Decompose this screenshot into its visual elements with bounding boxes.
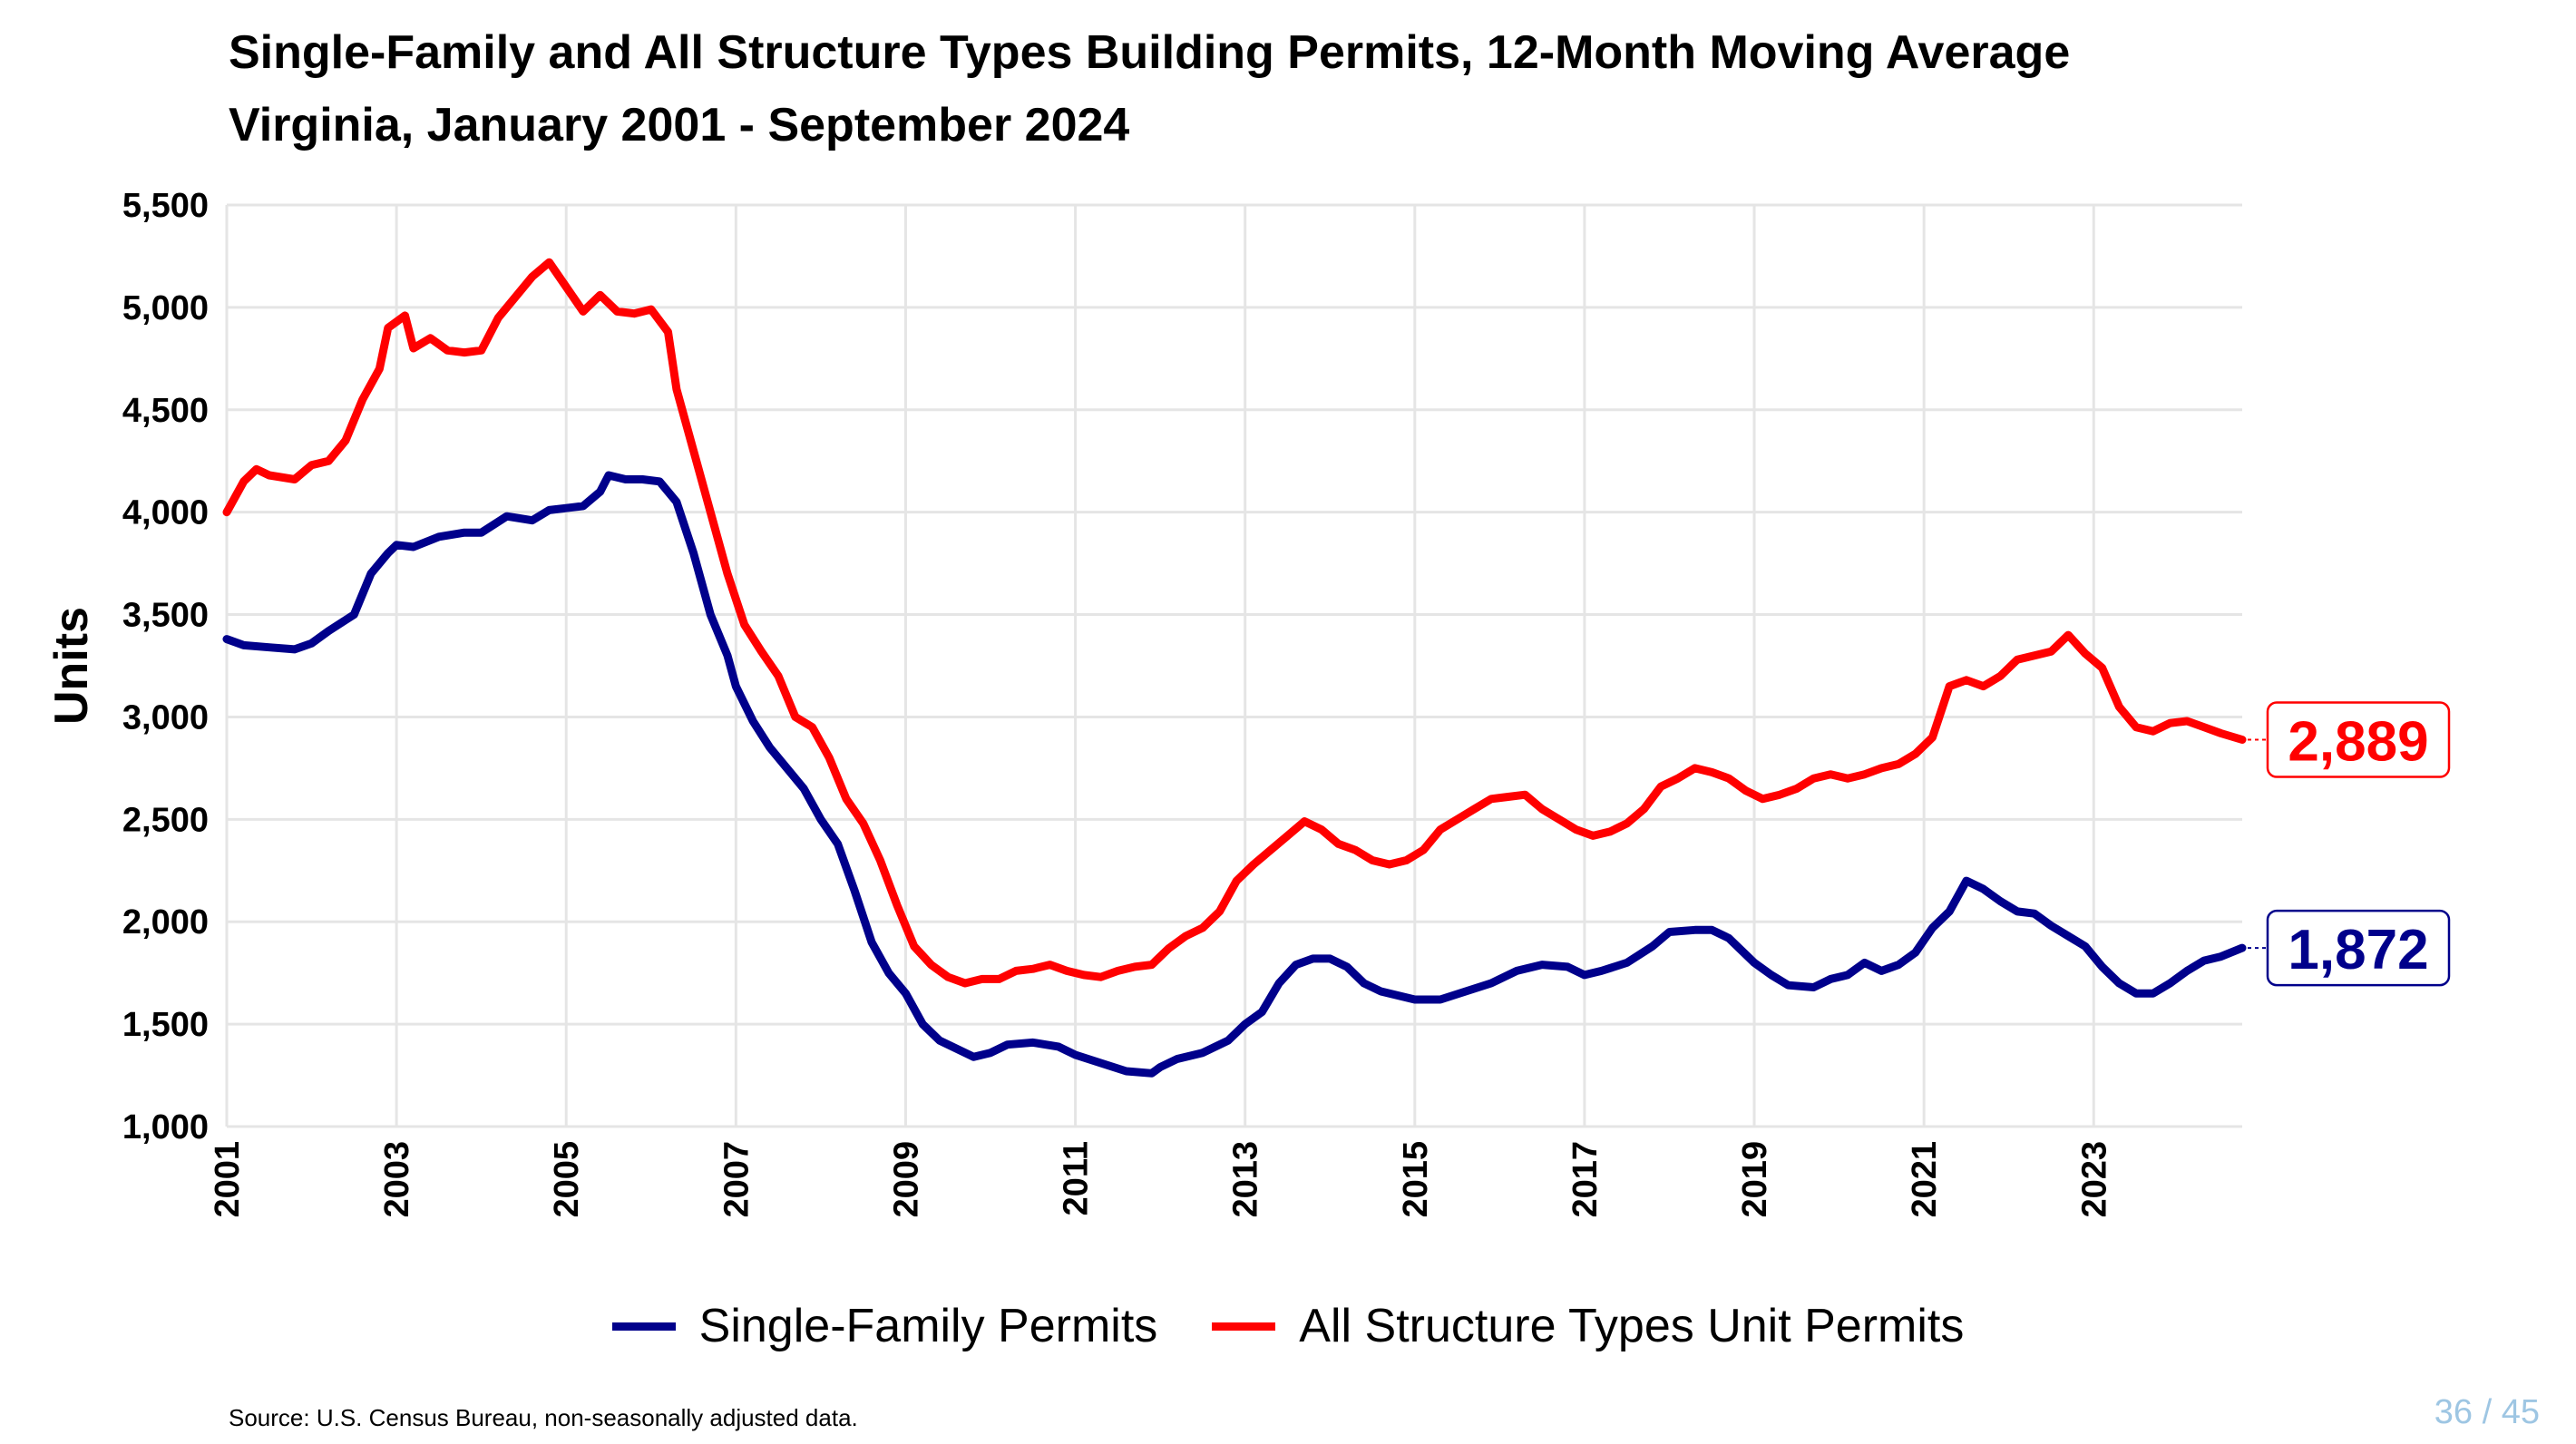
y-tick-label: 5,000 xyxy=(122,289,209,327)
legend-swatch-all-types xyxy=(1212,1322,1276,1331)
y-axis-ticks: 1,000 1,500 2,000 2,500 3,000 3,500 4,000 4,500… xyxy=(122,187,209,1146)
source-note: Source: U.S. Census Bureau, non-seasonal… xyxy=(229,1404,858,1431)
grid-lines xyxy=(225,203,2242,1128)
legend: Single-Family Permits All Structure Type… xyxy=(0,1299,2576,1353)
series-line-single-family xyxy=(222,471,2247,1078)
x-tick-label: 2005 xyxy=(548,1141,586,1218)
legend-label-all-types: All Structure Types Unit Permits xyxy=(1299,1300,1965,1352)
x-tick-label: 2017 xyxy=(1566,1141,1605,1218)
series-line-all-types xyxy=(222,258,2247,988)
x-tick-label: 2003 xyxy=(378,1141,416,1218)
end-labels: 1,872 2,889 xyxy=(2248,701,2451,987)
page-current: 36 xyxy=(2434,1393,2474,1431)
y-tick-label: 3,000 xyxy=(122,698,209,737)
legend-item-single-family: Single-Family Permits xyxy=(611,1299,1158,1353)
y-tick-label: 2,000 xyxy=(122,903,209,942)
y-tick-label: 4,500 xyxy=(122,392,209,430)
x-tick-label: 2011 xyxy=(1058,1141,1096,1215)
legend-item-all-types: All Structure Types Unit Permits xyxy=(1212,1299,1964,1353)
x-tick-label: 2021 xyxy=(1906,1141,1944,1218)
y-tick-label: 4,000 xyxy=(122,494,209,532)
y-tick-label: 2,500 xyxy=(122,801,209,839)
legend-swatch-single-family xyxy=(611,1322,676,1331)
end-label-box xyxy=(2266,701,2451,778)
y-tick-label: 1,000 xyxy=(122,1108,209,1146)
chart-subtitle: Virginia, January 2001 - September 2024 xyxy=(229,99,1130,151)
end-label-box xyxy=(2266,909,2451,987)
x-tick-label: 2009 xyxy=(887,1141,925,1218)
chart-title: Single-Family and All Structure Types Bu… xyxy=(229,26,2071,79)
x-tick-label: 2007 xyxy=(717,1141,756,1218)
x-tick-label: 2019 xyxy=(1736,1141,1774,1218)
page-separator: / xyxy=(2482,1393,2493,1431)
end-label-value: 2,889 xyxy=(2288,711,2428,774)
x-axis-ticks: 2001 2003 2005 2007 2009 2011 2013 2015 2017 2019… xyxy=(209,1141,2113,1218)
y-tick-label: 5,500 xyxy=(122,187,209,225)
x-tick-label: 2001 xyxy=(209,1141,247,1218)
legend-label-single-family: Single-Family Permits xyxy=(698,1300,1158,1352)
y-axis-label: Units xyxy=(45,607,98,725)
series-lines xyxy=(222,258,2247,1078)
y-tick-label: 3,500 xyxy=(122,597,209,635)
end-label-value: 1,872 xyxy=(2288,919,2428,981)
page-number: 36 / 45 xyxy=(2435,1393,2540,1432)
x-tick-label: 2023 xyxy=(2075,1141,2113,1218)
x-tick-label: 2015 xyxy=(1397,1141,1435,1218)
page-total: 45 xyxy=(2501,1393,2540,1431)
y-tick-label: 1,500 xyxy=(122,1006,209,1044)
x-tick-label: 2013 xyxy=(1227,1141,1265,1218)
